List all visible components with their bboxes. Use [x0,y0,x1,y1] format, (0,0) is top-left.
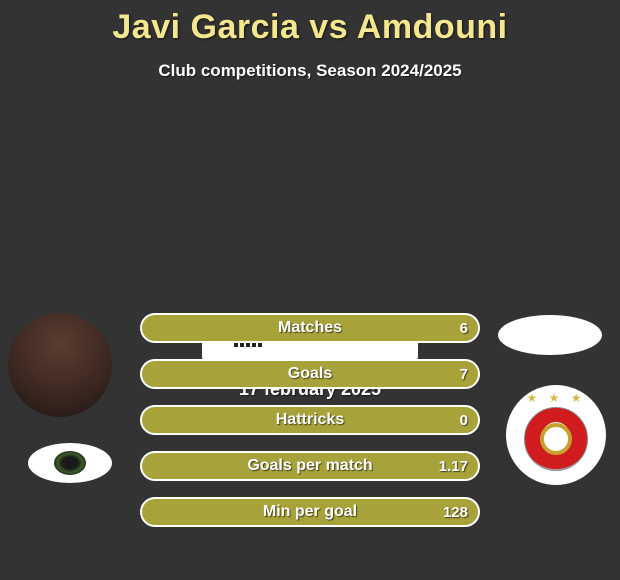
stat-bar: Matches6 [140,313,480,343]
stat-bar: Hattricks0 [140,405,480,435]
stat-label: Min per goal [142,499,478,525]
stat-value-right: 0 [460,407,468,433]
stat-value-right: 6 [460,315,468,341]
boavista-crest-icon [54,451,86,475]
stat-label: Hattricks [142,407,478,433]
benfica-crest-icon: ★ ★ ★ [506,385,606,485]
stat-label: Matches [142,315,478,341]
stat-bar: Min per goal128 [140,497,480,527]
page-title: Javi Garcia vs Amdouni [0,0,620,47]
stat-bars: Matches6Goals7Hattricks0Goals per match1… [140,313,480,543]
stat-value-right: 1.17 [439,453,468,479]
comparison-panel: ★ ★ ★ Matches6Goals7Hattricks0Goals per … [0,313,620,361]
stat-value-right: 7 [460,361,468,387]
stat-value-right: 128 [443,499,468,525]
stat-bar: Goals7 [140,359,480,389]
right-top-ellipse [498,315,602,355]
left-club-badge [28,443,112,483]
right-club-badge: ★ ★ ★ [506,385,606,485]
subtitle: Club competitions, Season 2024/2025 [0,61,620,81]
stat-label: Goals [142,361,478,387]
left-player-photo [8,313,112,417]
stat-label: Goals per match [142,453,478,479]
stat-bar: Goals per match1.17 [140,451,480,481]
